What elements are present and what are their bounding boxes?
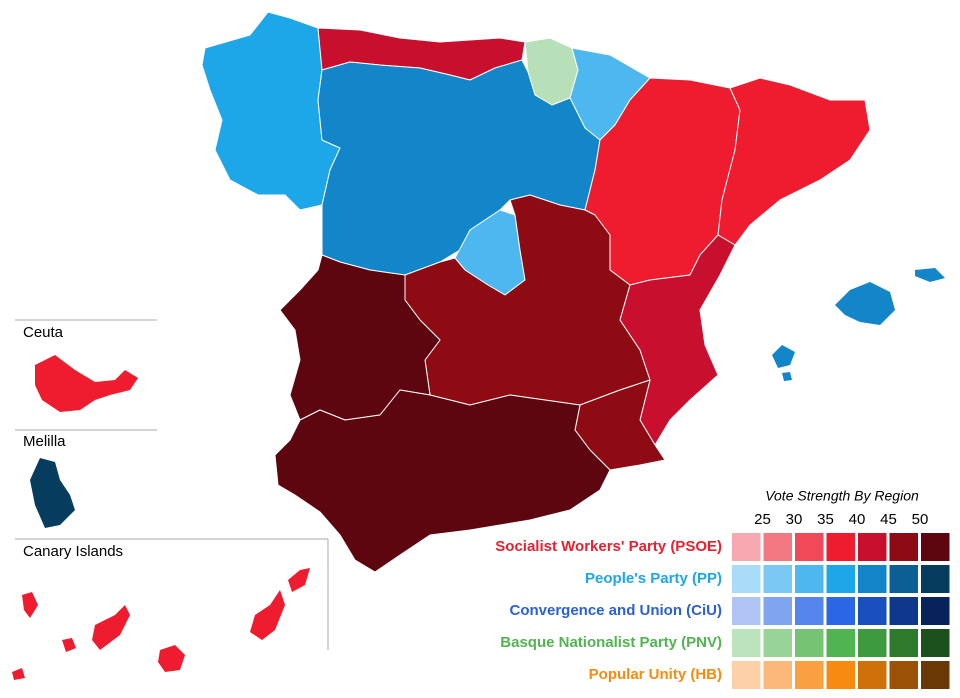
party-name: People's Party (PP)	[585, 570, 722, 587]
legend-swatch	[889, 629, 918, 657]
legend-swatch	[732, 565, 761, 593]
legend-swatch	[889, 565, 918, 593]
legend-swatch	[921, 533, 950, 561]
legend-tick-label: 45	[880, 511, 897, 528]
legend-swatch	[858, 597, 887, 625]
legend-swatch	[732, 629, 761, 657]
legend-swatch	[889, 661, 918, 689]
canary-islands	[12, 568, 310, 680]
legend-swatch	[826, 629, 855, 657]
party-name: Convergence and Union (CiU)	[509, 602, 722, 619]
legend-swatch	[795, 661, 824, 689]
legend-swatch	[826, 533, 855, 561]
inset-label: Melilla	[23, 433, 66, 450]
legend-swatch	[921, 565, 950, 593]
legend-tick-label: 30	[786, 511, 803, 528]
party-name: Socialist Workers' Party (PSOE)	[495, 538, 722, 555]
legend-tick-label: 50	[912, 511, 929, 528]
legend-swatch	[889, 597, 918, 625]
legend-swatch	[763, 533, 792, 561]
legend-swatch	[732, 533, 761, 561]
legend-swatch	[826, 597, 855, 625]
legend-title: Vote Strength By Region	[765, 488, 919, 504]
mallorca	[835, 282, 895, 325]
legend-tick-label: 40	[849, 511, 866, 528]
legend-swatch	[858, 661, 887, 689]
legend-swatch	[763, 661, 792, 689]
valencia	[619, 234, 736, 446]
legend-swatch	[763, 629, 792, 657]
legend-swatch	[763, 597, 792, 625]
legend-swatch	[921, 597, 950, 625]
legend-swatch	[826, 661, 855, 689]
melilla	[30, 458, 75, 528]
inset-label: Canary Islands	[23, 543, 123, 560]
inset-frames	[15, 319, 329, 650]
legend-swatch	[732, 597, 761, 625]
legend-swatch	[858, 629, 887, 657]
legend-swatch	[732, 661, 761, 689]
legend-swatch	[763, 565, 792, 593]
legend-swatch	[889, 533, 918, 561]
legend-tick-label: 35	[817, 511, 834, 528]
legend-swatch	[858, 565, 887, 593]
menorca	[915, 268, 945, 282]
legend-tick-label: 25	[754, 511, 771, 528]
party-name: Popular Unity (HB)	[589, 666, 722, 683]
ceuta	[35, 355, 138, 412]
inset-label: Ceuta	[23, 324, 64, 341]
spain-regions	[201, 11, 945, 573]
ibiza	[772, 345, 795, 381]
party-name: Basque Nationalist Party (PNV)	[500, 634, 722, 651]
legend-swatch	[921, 629, 950, 657]
catalonia	[717, 77, 871, 246]
legend-swatch	[795, 597, 824, 625]
legend-swatch	[858, 533, 887, 561]
legend-swatch	[921, 661, 950, 689]
andalusia	[274, 389, 611, 573]
legend-swatch	[795, 565, 824, 593]
legend: 25 30 35 40 45 50 Socialist Workers' Party (PS…	[495, 511, 950, 689]
legend-swatch	[826, 565, 855, 593]
legend-swatch	[795, 629, 824, 657]
legend-swatch	[795, 533, 824, 561]
